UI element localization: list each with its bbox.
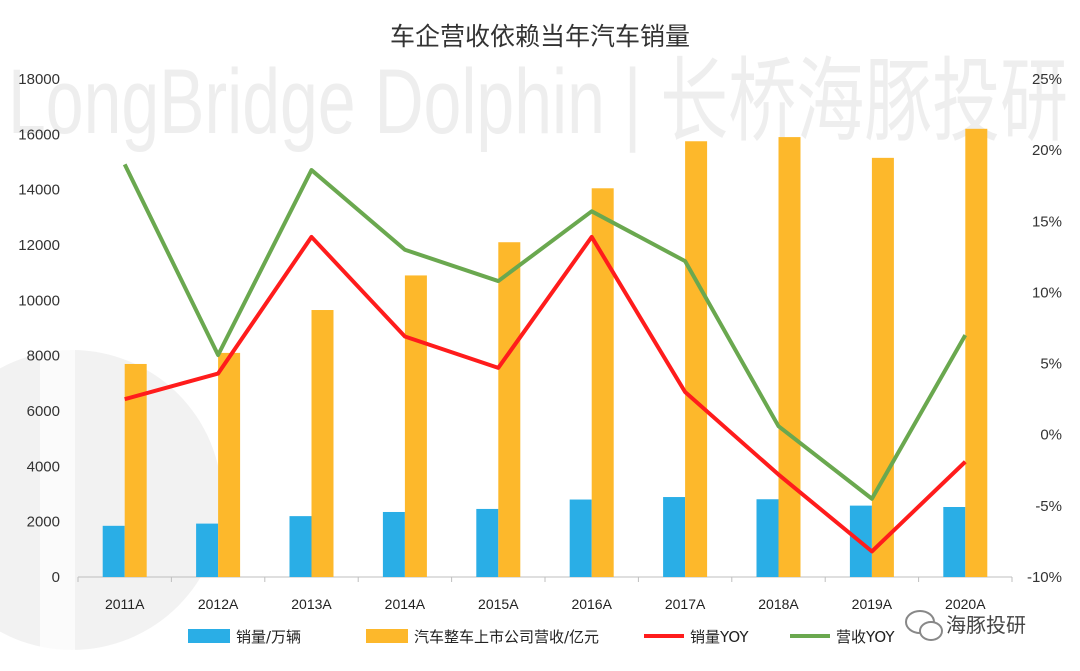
bar-sales [569, 499, 592, 577]
y-left-tick-label: 8000 [27, 348, 60, 365]
y-left-tick-label: 16000 [18, 126, 60, 143]
bar-sales [943, 507, 966, 577]
bar-revenue [778, 137, 801, 577]
legend-label-revenue: 汽车整车上市公司营收/亿元 [414, 628, 599, 646]
bar-revenue [871, 157, 894, 577]
x-tick-label: 2015A [478, 596, 519, 612]
chart-title: 车企营收依赖当年汽车销量 [390, 22, 690, 51]
y-left-tick-label: 0 [52, 569, 60, 586]
bar-revenue [498, 242, 521, 577]
y-right-tick-label: -10% [1027, 569, 1062, 586]
legend: 销量/万辆 汽车整车上市公司营收/亿元 销量YOY 营收YOY [188, 628, 895, 646]
x-tick-label: 2019A [852, 596, 893, 612]
legend-swatch-sales [188, 629, 230, 643]
x-tick-label: 2020A [945, 596, 986, 612]
x-tick-label: 2018A [758, 596, 799, 612]
y-left-tick-label: 2000 [27, 514, 60, 531]
x-tick-label: 2014A [385, 596, 426, 612]
bar-sales [663, 497, 686, 577]
bar-revenue [124, 363, 147, 577]
y-right-tick-label: 10% [1032, 284, 1062, 301]
watermark: LongBridge Dolphin | 长桥海豚投研 [0, 51, 1068, 660]
legend-label-sales-yoy: 销量YOY [690, 628, 749, 646]
bar-revenue [685, 141, 708, 577]
x-tick-label: 2011A [105, 596, 145, 612]
bar-sales [289, 516, 312, 577]
watermark-logo-icon [0, 330, 222, 660]
bar-revenue [591, 188, 614, 578]
bar-revenue [404, 275, 427, 577]
y-left-tick-label: 14000 [18, 182, 60, 199]
y-left-tick-label: 18000 [18, 71, 60, 88]
legend-label-sales: 销量/万辆 [236, 628, 301, 646]
bar-revenue [218, 352, 241, 577]
bar-sales [756, 499, 779, 577]
x-tick-label: 2013A [291, 596, 332, 612]
y-right-tick-label: 5% [1040, 356, 1062, 373]
brand-label: 海豚投研 [946, 613, 1026, 637]
bars-layer [102, 128, 988, 578]
watermark-text: LongBridge Dolphin | 长桥海豚投研 [8, 51, 1068, 153]
bar-sales [476, 508, 499, 577]
legend-label-revenue-yoy: 营收YOY [836, 628, 895, 646]
y-right-tick-label: 20% [1032, 142, 1062, 159]
line-revenue-yoy [122, 163, 968, 501]
legend-swatch-revenue [366, 629, 408, 643]
lines-layer [122, 163, 968, 554]
bar-sales [102, 525, 125, 577]
axes: 0 2000 4000 6000 8000 10000 12000 14000 16000 180… [18, 71, 1062, 612]
y-left-tick-label: 10000 [18, 292, 60, 309]
x-tick-label: 2017A [665, 596, 706, 612]
bar-revenue [965, 128, 988, 578]
brand-badge: 海豚投研 [905, 610, 1026, 641]
x-tick-label: 2012A [198, 596, 239, 612]
y-left-tick-label: 6000 [27, 403, 60, 420]
bar-sales [382, 511, 405, 577]
y-right-tick-label: 15% [1032, 213, 1062, 230]
x-tick-label: 2016A [571, 596, 612, 612]
bar-revenue [311, 310, 334, 577]
y-right-tick-label: 25% [1032, 71, 1062, 88]
line-sales-yoy [124, 234, 967, 554]
y-right-tick-label: 0% [1040, 427, 1062, 444]
wechat-icon [905, 610, 943, 641]
y-left-tick-label: 4000 [27, 458, 60, 475]
bar-sales [196, 523, 219, 577]
y-right-tick-label: -5% [1035, 498, 1062, 515]
y-left-tick-label: 12000 [18, 237, 60, 254]
